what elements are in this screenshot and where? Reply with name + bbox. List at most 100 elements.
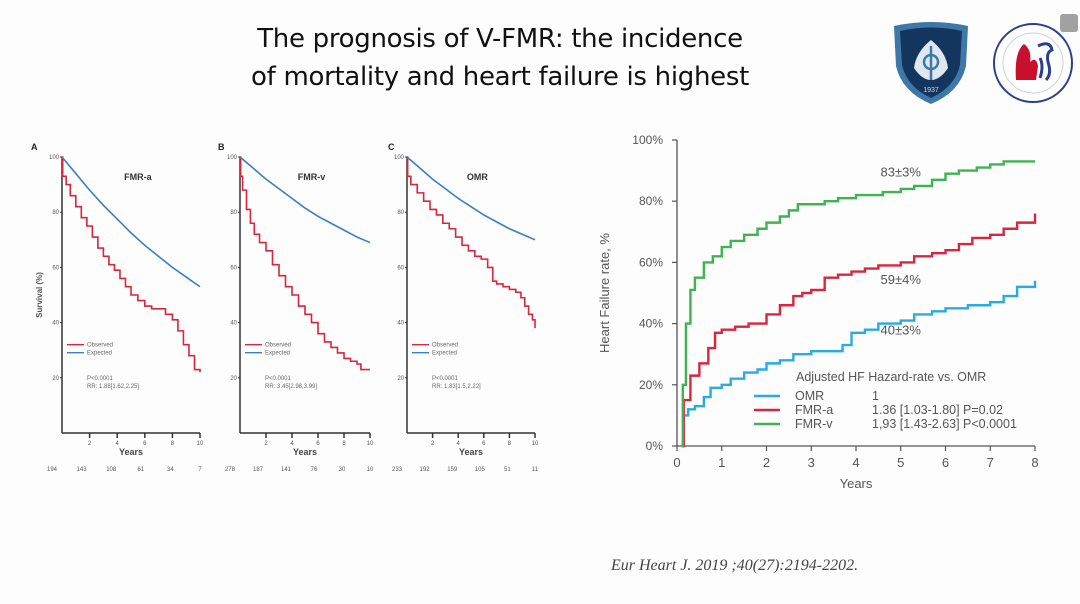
- at-risk-count: 187: [253, 467, 264, 473]
- y-tick-label: 20%: [639, 378, 663, 392]
- x-tick-label: 4: [852, 455, 859, 470]
- x-tick-label: 5: [897, 455, 904, 470]
- y-tick-label: 20: [230, 376, 237, 382]
- x-tick-label: 10: [367, 441, 374, 447]
- km-chart-b: B FMR-v 20 40 60 80 100 2 4 6 8 10 Years 278 187 141 76 3…: [218, 142, 374, 473]
- at-risk-count: 141: [281, 467, 292, 473]
- y-tick-label: 20: [397, 376, 404, 382]
- x-axis-label: Years: [119, 447, 143, 457]
- y-tick-label: 40%: [639, 317, 663, 331]
- annotation-label: 59±4%: [881, 272, 922, 287]
- x-tick-label: 0: [673, 455, 680, 470]
- panel-label: A: [31, 142, 38, 152]
- km-chart-a: A FMR-a 20 40 60 80 100 2 4 6 8 10 Years Survival (%)…: [31, 142, 204, 473]
- legend-label: FMR-a: [795, 403, 833, 417]
- x-axis-label: Years: [293, 447, 317, 457]
- series-expected: [61, 156, 201, 288]
- citation: Eur Heart J. 2019 ;40(27):2194-2202.: [611, 557, 859, 574]
- x-tick-label: 2: [431, 441, 435, 447]
- y-tick-label: 20: [52, 376, 59, 382]
- annotation-label: 40±3%: [881, 322, 922, 337]
- title-line-2: of mortality and heart failure is highes…: [251, 62, 749, 92]
- x-tick-label: 10: [197, 441, 204, 447]
- legend-label: Observed: [432, 343, 458, 349]
- panel-subtitle: FMR-v: [298, 172, 326, 182]
- x-tick-label: 1: [718, 455, 725, 470]
- y-axis-label: Heart Failure rate, %: [597, 233, 612, 353]
- y-tick-label: 40: [397, 321, 404, 327]
- legend-label: FMR-v: [795, 417, 833, 431]
- legend-value: 1: [872, 389, 879, 403]
- legend-label: Expected: [432, 351, 457, 357]
- slide-title: The prognosis of V-FMR: the incidence of…: [200, 20, 800, 96]
- expand-button[interactable]: [1060, 14, 1078, 32]
- y-tick-label: 0%: [646, 439, 664, 453]
- series-expected: [406, 156, 536, 241]
- x-tick-label: 2: [264, 441, 268, 447]
- x-axis-label: Years: [840, 476, 873, 491]
- series-fmr-v: [681, 160, 1035, 448]
- x-tick-label: 6: [942, 455, 949, 470]
- stat-text: RR: 1.83[1.5,2.22]: [432, 384, 481, 390]
- legend-value: 1,93 [1.43-2.63] P<0.0001: [872, 417, 1017, 431]
- at-risk-count: 11: [532, 467, 539, 473]
- legend-label: Observed: [265, 343, 291, 349]
- x-tick-label: 10: [532, 441, 539, 447]
- research-center-round-logo-icon: [993, 23, 1073, 103]
- series-observed: [61, 156, 201, 373]
- y-tick-label: 80: [397, 210, 404, 216]
- at-risk-count: 7: [198, 467, 202, 473]
- x-tick-label: 8: [171, 441, 175, 447]
- panel-label: C: [388, 142, 395, 152]
- stat-text: P<0.0001: [265, 376, 292, 382]
- y-tick-label: 40: [230, 321, 237, 327]
- x-tick-label: 2: [763, 455, 770, 470]
- at-risk-count: 192: [420, 467, 431, 473]
- hospital-shield-logo-icon: 1937: [894, 22, 968, 104]
- x-tick-label: 4: [457, 441, 461, 447]
- hf-rate-chart: 0% 20% 40% 60% 80% 100% 0 1 2 3 4 5 6 7 8 Years Heart Fa…: [597, 133, 1039, 491]
- title-line-1: The prognosis of V-FMR: the incidence: [257, 24, 743, 54]
- stat-text: RR: 1.88[1.62,2.25]: [87, 384, 139, 390]
- y-tick-label: 80%: [639, 194, 663, 208]
- y-tick-label: 60: [52, 265, 59, 271]
- logo-year: 1937: [923, 87, 939, 94]
- at-risk-count: 108: [106, 467, 117, 473]
- x-tick-label: 8: [508, 441, 512, 447]
- stat-text: RR: 3.45[2.98,3.99]: [265, 384, 317, 390]
- at-risk-count: 278: [225, 467, 236, 473]
- x-axis-label: Years: [459, 447, 483, 457]
- x-tick-label: 2: [88, 441, 92, 447]
- y-tick-label: 80: [230, 210, 237, 216]
- at-risk-count: 143: [77, 467, 88, 473]
- at-risk-count: 105: [475, 467, 486, 473]
- km-chart-c: C OMR 20 40 60 80 100 2 4 6 8 10 Years 233 192 159 105 51…: [388, 142, 539, 473]
- y-tick-label: 80: [52, 210, 59, 216]
- y-tick-label: 60%: [639, 255, 663, 269]
- x-tick-label: 3: [808, 455, 815, 470]
- legend-label: OMR: [795, 389, 824, 403]
- x-tick-label: 6: [482, 441, 486, 447]
- series-fmr-a: [681, 213, 1037, 448]
- series-observed: [239, 156, 370, 371]
- at-risk-count: 61: [137, 467, 144, 473]
- y-tick-label: 100: [394, 155, 405, 161]
- at-risk-count: 30: [339, 467, 346, 473]
- panel-subtitle: FMR-a: [124, 172, 152, 182]
- y-axis-label: Survival (%): [35, 272, 44, 318]
- x-tick-label: 4: [290, 441, 294, 447]
- at-risk-count: 233: [392, 467, 403, 473]
- legend-title: Adjusted HF Hazard-rate vs. OMR: [796, 370, 986, 384]
- at-risk-count: 76: [311, 467, 318, 473]
- x-tick-label: 6: [316, 441, 320, 447]
- panel-subtitle: OMR: [467, 172, 488, 182]
- x-tick-label: 7: [987, 455, 994, 470]
- y-tick-label: 40: [52, 321, 59, 327]
- y-tick-label: 100%: [632, 133, 663, 147]
- legend-value: 1.36 [1.03-1.80] P=0.02: [872, 403, 1003, 417]
- x-tick-label: 8: [342, 441, 346, 447]
- y-tick-label: 100: [49, 155, 60, 161]
- series-omr: [681, 280, 1037, 448]
- series-expected: [239, 156, 371, 244]
- annotation-label: 83±3%: [881, 165, 922, 180]
